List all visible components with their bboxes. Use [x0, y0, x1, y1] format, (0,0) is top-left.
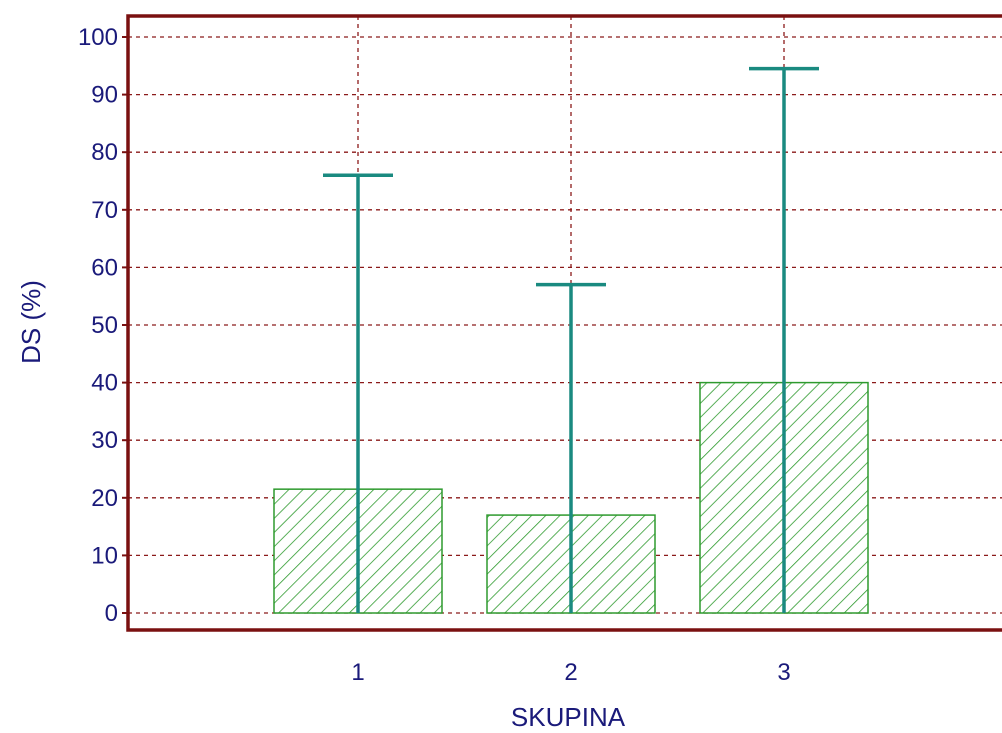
y-axis-ticks: 0 10 20 30 40 50 60 70 80 90 100: [78, 24, 128, 627]
y-tick-label-2: 20: [91, 485, 118, 512]
error-bars: [323, 66, 819, 613]
y-tick-label-1: 10: [91, 542, 118, 569]
y-tick-label-4: 40: [91, 370, 118, 397]
y-tick-label-6: 60: [91, 254, 118, 281]
x-tick-label-3: 3: [777, 659, 790, 686]
x-axis-label: SKUPINA: [511, 702, 626, 732]
y-tick-label-3: 30: [91, 427, 118, 454]
y-axis-label: DS (%): [16, 280, 46, 364]
y-tick-label-10: 100: [78, 24, 118, 51]
x-tick-label-2: 2: [564, 659, 577, 686]
x-tick-label-1: 1: [351, 659, 364, 686]
x-axis-ticks: 1 2 3: [351, 659, 790, 686]
plot-frame: [126, 14, 1002, 632]
y-tick-label-5: 50: [91, 312, 118, 339]
y-tick-label-8: 80: [91, 139, 118, 166]
y-tick-label-9: 90: [91, 82, 118, 109]
y-tick-label-0: 0: [105, 600, 118, 627]
frame-border: [126, 14, 1002, 632]
y-tick-label-7: 70: [91, 197, 118, 224]
